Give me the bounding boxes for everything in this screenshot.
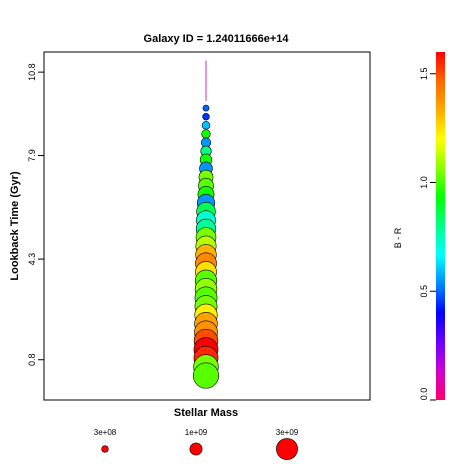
data-point <box>193 362 219 389</box>
y-axis-title: Lookback Time (Gyr) <box>9 171 21 281</box>
y-axis-ticks: 0.8 4.3 7.9 10.8 <box>27 63 44 366</box>
data-point <box>202 113 210 121</box>
size-legend-label: 1e+09 <box>185 428 208 437</box>
size-legend: 3e+08 1e+09 3e+09 <box>94 428 299 460</box>
y-tick-label: 10.8 <box>27 63 37 81</box>
colorbar-tick-label: 1.5 <box>419 67 429 80</box>
size-legend-marker <box>189 442 203 456</box>
data-point <box>201 129 211 139</box>
size-legend-label: 3e+09 <box>276 428 299 437</box>
size-legend-marker <box>101 445 109 453</box>
y-tick-label: 4.3 <box>27 253 37 266</box>
points-layer <box>193 104 219 389</box>
chart-title: Galaxy ID = 1.24011666e+14 <box>144 33 290 45</box>
colorbar-tick-label: 1.0 <box>419 176 429 189</box>
colorbar-tick-label: 0.5 <box>419 285 429 298</box>
colorbar-ticks: 0.0 0.5 1.0 1.5 <box>419 67 436 401</box>
y-tick-label: 7.9 <box>27 149 37 162</box>
colorbar <box>436 52 445 400</box>
y-tick-label: 0.8 <box>27 353 37 366</box>
data-point <box>201 121 211 130</box>
size-legend-label: 3e+08 <box>94 428 117 437</box>
colorbar-tick-label: 0.0 <box>419 388 429 401</box>
colorbar-title: B - R <box>393 227 403 248</box>
x-axis-title: Stellar Mass <box>174 407 238 419</box>
size-legend-marker <box>276 438 298 460</box>
data-point <box>202 104 210 112</box>
